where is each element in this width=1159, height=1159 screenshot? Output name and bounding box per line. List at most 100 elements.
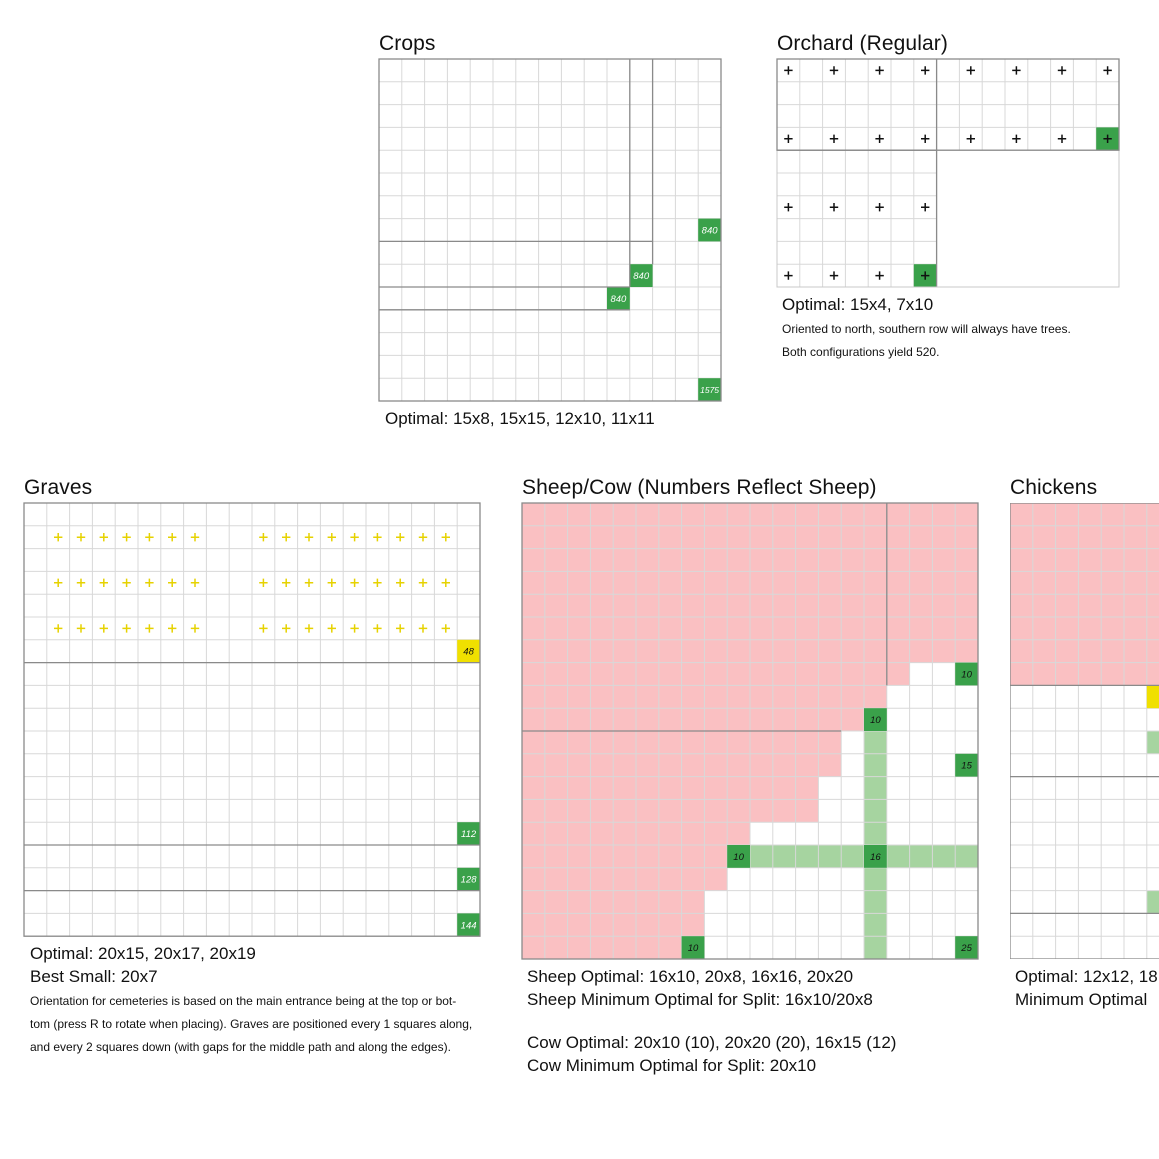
graves-desc-1: Orientation for cemeteries is based on t… xyxy=(30,994,457,1008)
pasture-area xyxy=(1010,617,1159,640)
path-cell xyxy=(864,913,887,937)
grave-plus-icon xyxy=(373,578,382,587)
grave-plus-icon xyxy=(304,533,314,542)
cow-min-optimal: Cow Minimum Optimal for Split: 20x10 xyxy=(527,1056,817,1075)
marker-cell xyxy=(457,913,480,937)
grave-plus-icon xyxy=(145,624,154,633)
grave-plus-icon xyxy=(441,578,450,587)
marker-cell xyxy=(698,218,721,242)
marker-cell xyxy=(607,287,630,310)
grave-plus-icon xyxy=(350,533,359,542)
grave-plus-icon xyxy=(418,578,428,587)
pasture-area xyxy=(1010,548,1159,572)
grave-plus-icon xyxy=(54,624,63,633)
pasture-area xyxy=(522,936,682,959)
graves-best-small: Best Small: 20x7 xyxy=(30,967,158,986)
graves-title: Graves xyxy=(24,476,93,499)
path-cell xyxy=(909,845,933,868)
pasture-area xyxy=(522,776,819,800)
marker-label: 128 xyxy=(461,875,478,886)
chickens-title: Chickens xyxy=(1010,476,1098,499)
pasture-area xyxy=(522,867,728,891)
grave-plus-icon xyxy=(54,578,63,587)
grid-lines xyxy=(378,58,722,402)
path-cell xyxy=(864,799,887,823)
tree-plus-icon xyxy=(966,66,975,75)
grave-plus-icon xyxy=(327,578,336,587)
cow-optimal: Cow Optimal: 20x10 (10), 20x20 (20), 16x… xyxy=(527,1033,897,1052)
pasture-area xyxy=(1010,662,1159,686)
crops-title: Crops xyxy=(379,32,436,55)
graves-desc-3: and every 2 squares down (with gaps for … xyxy=(30,1040,451,1054)
marker-cell xyxy=(629,264,653,287)
sheep-min-optimal: Sheep Minimum Optimal for Split: 16x10/2… xyxy=(527,990,873,1009)
path-cell xyxy=(864,867,887,891)
grave-plus-icon xyxy=(327,533,336,542)
grave-plus-icon xyxy=(418,624,428,633)
pasture-area xyxy=(522,708,864,731)
grave-plus-icon xyxy=(76,533,86,542)
grid-lines xyxy=(23,502,481,937)
marker-cell xyxy=(457,867,480,891)
pasture-area xyxy=(522,662,910,686)
grave-plus-icon xyxy=(259,578,268,587)
chickens-grid: M xyxy=(1010,503,1159,959)
plot-border xyxy=(23,502,481,937)
tree-plus-icon xyxy=(784,203,793,212)
pasture-area xyxy=(1010,503,1159,526)
grave-plus-icon xyxy=(122,624,131,633)
grave-plus-icon xyxy=(327,624,336,633)
tree-plus-icon xyxy=(784,66,793,75)
grave-plus-icon xyxy=(145,533,154,542)
sheep-title: Sheep/Cow (Numbers Reflect Sheep) xyxy=(522,476,877,499)
grave-plus-icon xyxy=(396,624,405,633)
grave-plus-icon xyxy=(441,624,450,633)
crops-optimal: Optimal: 15x8, 15x15, 12x10, 11x11 xyxy=(385,409,655,428)
chickens-optimal: Optimal: 12x12, 18 xyxy=(1015,967,1158,986)
tree-plus-icon xyxy=(1103,134,1112,143)
grave-plus-icon xyxy=(396,533,405,542)
grave-plus-icon xyxy=(350,624,359,633)
tree-plus-icon xyxy=(875,134,884,143)
tree-plus-icon xyxy=(921,271,930,280)
path-cell xyxy=(864,753,887,777)
marker-cell xyxy=(955,753,978,777)
tree-plus-icon xyxy=(784,271,793,280)
marker-label: 25 xyxy=(960,943,972,954)
grave-plus-icon xyxy=(304,624,314,633)
orchard-grid xyxy=(776,58,1120,288)
grave-plus-icon xyxy=(76,624,86,633)
marker-label: 840 xyxy=(702,226,719,237)
grave-plus-icon xyxy=(350,578,359,587)
grave-plus-icon xyxy=(373,533,382,542)
tree-plus-icon xyxy=(1057,134,1067,143)
grave-plus-icon xyxy=(168,624,177,633)
tree-plus-icon xyxy=(829,66,839,75)
marker-cell xyxy=(1146,685,1159,709)
orchard-title: Orchard (Regular) xyxy=(777,32,948,55)
marker-label: 16 xyxy=(870,852,881,863)
grave-plus-icon xyxy=(282,533,291,542)
marker-label: 144 xyxy=(461,920,477,931)
tree-plus-icon xyxy=(921,203,930,212)
path-cell xyxy=(818,845,842,868)
path-cell xyxy=(864,776,887,800)
pasture-area xyxy=(1010,571,1159,595)
grave-plus-icon xyxy=(259,624,268,633)
tree-plus-icon xyxy=(1012,134,1021,143)
grid-lines xyxy=(776,58,1120,288)
grave-plus-icon xyxy=(190,533,200,542)
marker-cell xyxy=(681,936,705,959)
grave-plus-icon xyxy=(190,578,200,587)
marker-cell xyxy=(698,378,721,401)
grave-plus-icon xyxy=(441,533,450,542)
marker-label: 1575 xyxy=(700,385,719,395)
path-cell xyxy=(1146,731,1159,754)
grave-plus-icon xyxy=(168,578,177,587)
tree-plus-icon xyxy=(829,134,839,143)
pasture-area xyxy=(1010,525,1159,549)
grave-plus-icon xyxy=(99,533,108,542)
grave-plus-icon xyxy=(168,533,177,542)
marker-cell xyxy=(955,662,978,686)
marker-label: 112 xyxy=(461,829,477,840)
